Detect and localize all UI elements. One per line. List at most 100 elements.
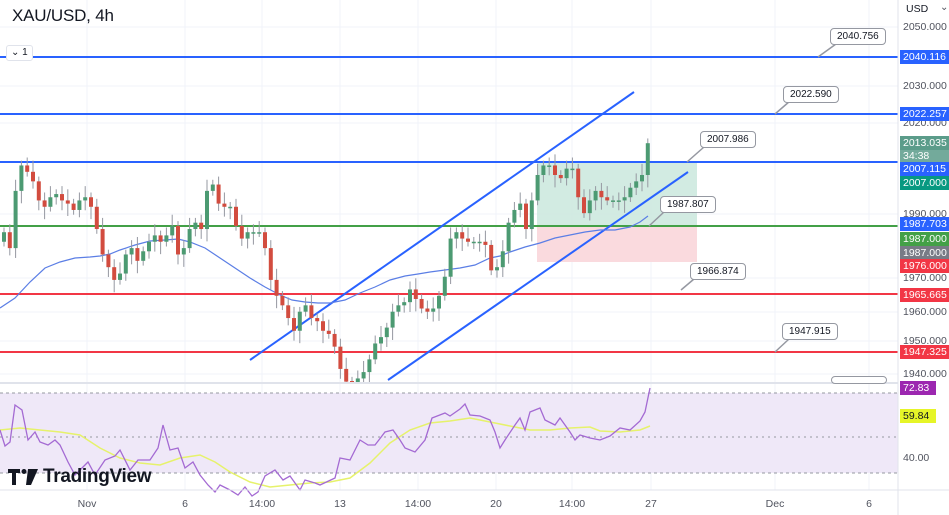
candle <box>321 321 325 331</box>
candle <box>176 225 180 255</box>
candle <box>239 225 244 239</box>
tradingview-logo[interactable]: TradingView <box>8 466 152 488</box>
legend-collapse-toggle[interactable]: ⌄ 1 <box>6 45 33 61</box>
candle <box>599 190 604 198</box>
candle <box>593 190 598 201</box>
candle <box>187 229 192 249</box>
candle <box>495 267 499 271</box>
candle <box>355 378 360 382</box>
candle <box>7 232 12 249</box>
candle <box>553 165 557 175</box>
candle <box>280 295 285 306</box>
candle <box>118 273 122 280</box>
candle <box>292 318 296 331</box>
candle <box>13 190 18 249</box>
candle <box>471 241 476 244</box>
chevron-down-icon[interactable]: ⌄ <box>940 2 949 13</box>
candle <box>164 235 169 242</box>
price-tag: 1987.000 <box>900 246 949 260</box>
candle <box>65 200 70 204</box>
candle <box>448 238 453 277</box>
candle <box>645 143 650 175</box>
candle <box>344 368 349 382</box>
candle <box>396 305 401 312</box>
price-tick: 1970.000 <box>903 272 947 284</box>
candle <box>419 298 424 309</box>
candle <box>19 165 24 191</box>
candle <box>158 235 163 242</box>
candle <box>193 222 198 230</box>
candle <box>361 372 366 379</box>
price-callout[interactable]: 1987.807 <box>660 196 716 213</box>
candle <box>524 203 528 230</box>
candle <box>350 381 354 383</box>
candle <box>251 232 256 234</box>
candle <box>541 165 546 175</box>
long-position-loss-zone[interactable] <box>537 226 697 262</box>
price-callout[interactable]: 1936.459 <box>831 376 887 384</box>
candlesticks <box>2 138 650 383</box>
ascending-channel <box>249 91 689 381</box>
time-tick: 14:00 <box>404 498 432 510</box>
candle <box>616 200 621 202</box>
time-tick: 20 <box>490 498 502 510</box>
candle <box>576 168 581 198</box>
candle <box>54 194 59 198</box>
rsi-line <box>0 387 651 497</box>
long-position-profit-zone[interactable] <box>537 162 697 226</box>
currency-selector[interactable]: USD <box>906 3 929 15</box>
price-callout[interactable]: 1947.915 <box>782 323 838 340</box>
candle <box>512 209 517 223</box>
price-tag: 2013.035 <box>900 136 949 150</box>
time-tick: 13 <box>334 498 346 510</box>
rsi-tag: 59.84 <box>900 409 936 423</box>
candle <box>112 267 117 280</box>
candle <box>402 302 407 306</box>
candle <box>89 197 93 207</box>
price-callout[interactable]: 1966.874 <box>690 263 746 280</box>
candle <box>326 330 331 334</box>
candle <box>367 359 372 373</box>
candle <box>628 187 633 198</box>
candle <box>100 229 105 255</box>
candle <box>77 200 82 210</box>
price-tag: 1987.703 <box>900 217 949 231</box>
candle <box>129 248 134 255</box>
time-tick: 14:00 <box>558 498 586 510</box>
price-callout[interactable]: 2040.756 <box>830 28 886 45</box>
candle <box>413 289 418 299</box>
candle <box>442 276 447 296</box>
candle <box>611 200 615 202</box>
candle <box>570 168 575 171</box>
candle <box>373 343 378 360</box>
candle <box>297 311 302 331</box>
candle <box>268 248 273 280</box>
time-tick: 14:00 <box>248 498 276 510</box>
candle <box>181 248 186 255</box>
candle <box>303 305 308 312</box>
candle <box>564 168 569 179</box>
logo-text: TradingView <box>43 466 152 487</box>
time-tick: 6 <box>866 498 872 510</box>
candle <box>634 181 639 188</box>
candle <box>147 241 151 252</box>
candle <box>135 248 140 261</box>
price-tick: 2050.000 <box>903 21 947 33</box>
candle <box>234 206 238 226</box>
candle <box>106 254 111 268</box>
channel-lower[interactable] <box>387 171 689 381</box>
candle <box>622 197 627 201</box>
candle <box>529 200 534 230</box>
candle <box>315 318 320 322</box>
price-tick: 1950.000 <box>903 335 947 347</box>
tradingview-logo-icon <box>8 469 38 485</box>
time-tick: 6 <box>182 498 188 510</box>
candle <box>48 197 53 207</box>
candle <box>205 190 209 230</box>
channel-upper[interactable] <box>249 91 635 361</box>
price-callout[interactable]: 2022.590 <box>783 86 839 103</box>
price-callout[interactable]: 2007.986 <box>700 131 756 148</box>
candle <box>245 232 250 239</box>
candle <box>222 203 227 207</box>
